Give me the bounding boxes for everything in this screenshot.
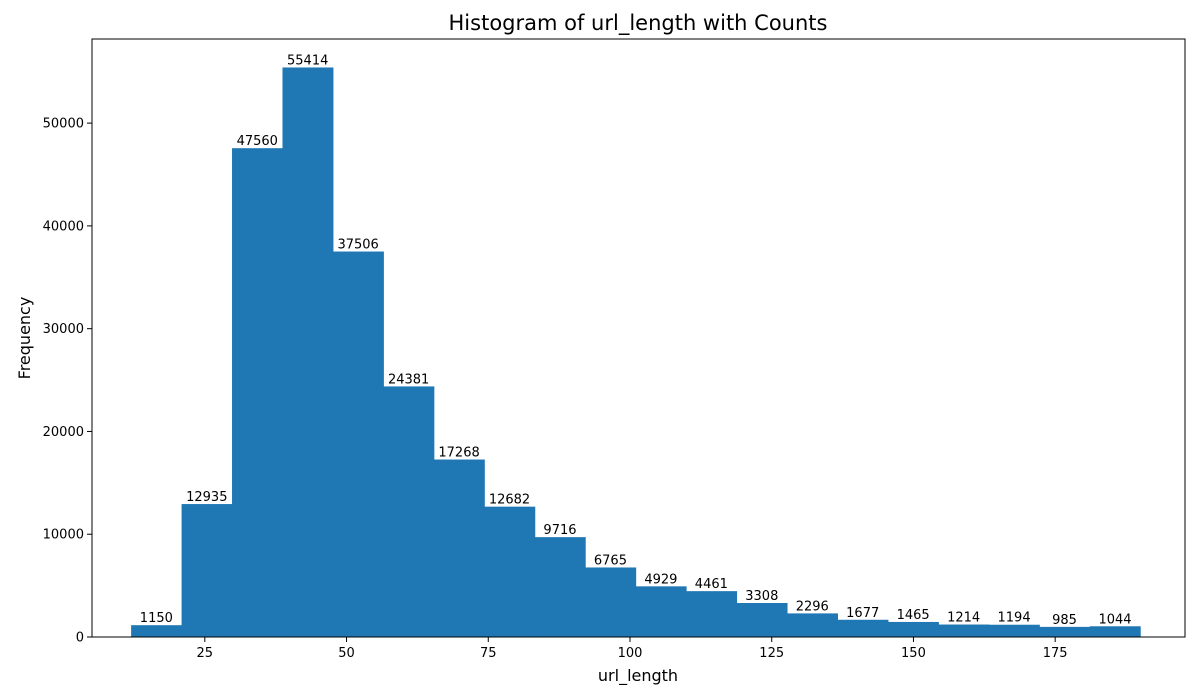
data-labels-group: 1150 12935 47560 55414 37506 24381 17268 12682 9… (140, 53, 1132, 627)
x-tick-label: 100 (618, 646, 643, 661)
histogram-bar (938, 624, 990, 637)
histogram-bar (1039, 626, 1091, 637)
bar-count-label: 55414 (287, 53, 328, 68)
y-tick-label: 50000 (43, 117, 84, 132)
bar-count-label: 24381 (388, 372, 429, 387)
histogram-bar (585, 567, 637, 637)
bar-count-label: 12935 (186, 490, 227, 505)
x-tick-label: 175 (1043, 646, 1068, 661)
bar-count-label: 17268 (438, 446, 479, 461)
y-tick-label: 40000 (43, 219, 84, 234)
bar-count-label: 3308 (745, 589, 778, 604)
bar-count-label: 1044 (1098, 612, 1131, 627)
y-axis-label: Frequency (15, 297, 34, 380)
histogram-bar (232, 148, 283, 638)
y-axis-ticks: 0 10000 20000 30000 40000 50000 (43, 117, 92, 646)
bar-count-label: 6765 (594, 553, 627, 568)
bar-count-label: 1194 (998, 611, 1031, 626)
bar-count-label: 1465 (897, 608, 930, 623)
histogram-bar (282, 67, 334, 637)
histogram-bar (534, 537, 586, 637)
y-tick-label: 10000 (43, 528, 84, 543)
bar-count-label: 1677 (846, 606, 879, 621)
bar-count-label: 2296 (796, 599, 829, 614)
plot-frame (91, 38, 1186, 638)
bar-count-label: 9716 (543, 523, 576, 538)
histogram-bar (433, 459, 485, 637)
histogram-bar (332, 251, 384, 637)
x-tick-label: 150 (901, 646, 926, 661)
bar-count-label: 4929 (644, 572, 677, 587)
histogram-bar (988, 624, 1040, 637)
chart-title: Histogram of url_length with Counts (449, 11, 828, 36)
x-axis-ticks: 25 50 75 100 125 150 175 (197, 637, 1068, 661)
bar-count-label: 4461 (695, 577, 728, 592)
histogram-bar (484, 506, 536, 637)
histogram-bar (635, 586, 687, 637)
histogram-bar (887, 621, 939, 637)
y-tick-label: 30000 (43, 322, 84, 337)
y-tick-label: 20000 (43, 425, 84, 440)
bars-group (131, 67, 1141, 638)
bar-count-label: 47560 (237, 134, 278, 149)
bar-count-label: 1214 (947, 611, 980, 626)
x-tick-label: 25 (197, 646, 214, 661)
histogram-bar (181, 504, 233, 637)
histogram-bar (837, 619, 889, 637)
y-tick-label: 0 (76, 631, 84, 646)
histogram-bar (1089, 626, 1141, 637)
x-tick-label: 50 (338, 646, 355, 661)
bar-count-label: 37506 (337, 238, 378, 253)
histogram-bar (131, 625, 183, 637)
x-tick-label: 75 (480, 646, 497, 661)
histogram-bar (383, 386, 435, 637)
histogram-bar (787, 613, 838, 637)
bar-count-label: 985 (1052, 613, 1077, 628)
bar-count-label: 12682 (489, 493, 530, 508)
x-axis-label: url_length (598, 666, 678, 686)
x-tick-label: 125 (759, 646, 784, 661)
histogram-bar (736, 603, 788, 637)
histogram-bar (686, 591, 738, 637)
bar-count-label: 1150 (140, 611, 173, 626)
